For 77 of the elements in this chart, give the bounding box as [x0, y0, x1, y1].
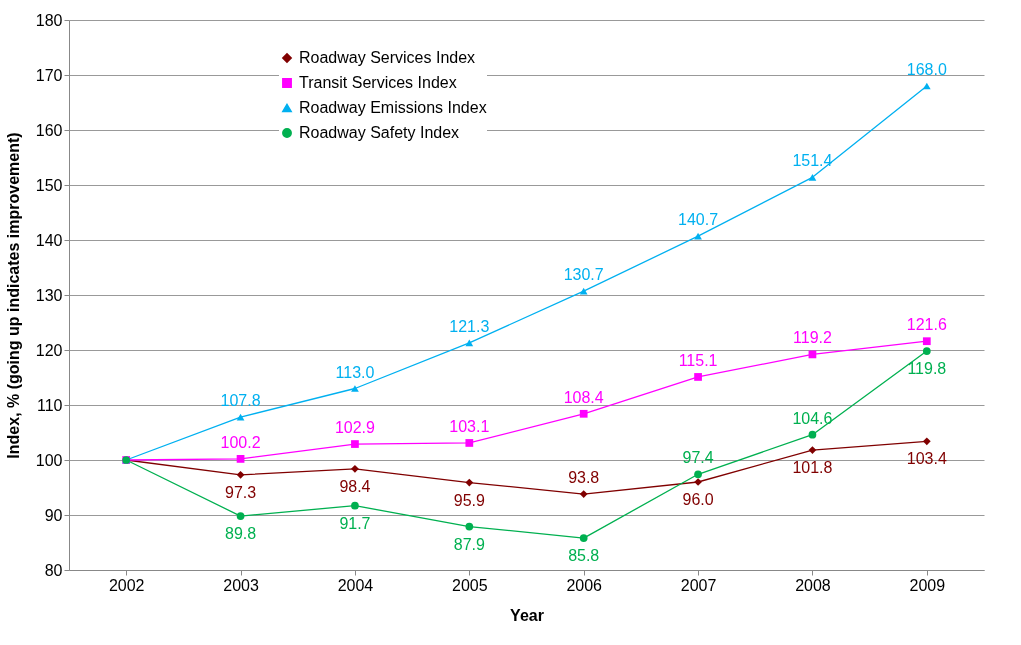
point [694, 470, 702, 479]
point [236, 512, 245, 520]
data-label: 119.8 [907, 360, 947, 378]
y-tick-label: 150 [35, 176, 63, 194]
point [351, 385, 359, 392]
y-tick-label: 170 [35, 66, 63, 84]
x-tick-label: 2005 [452, 576, 488, 594]
point [351, 501, 359, 510]
point [351, 464, 359, 473]
y-tick-label: 110 [36, 396, 63, 414]
data-label: 121.6 [906, 316, 947, 334]
y-tick-label: 180 [35, 11, 63, 29]
x-axis-title: Year [510, 606, 544, 624]
legend-label: Roadway Safety Index [299, 124, 460, 141]
point [808, 446, 817, 454]
data-label: 89.8 [224, 525, 257, 543]
legend-label: Roadway Emissions Index [299, 99, 487, 116]
data-label: 102.9 [334, 419, 376, 437]
point [465, 439, 474, 447]
data-label: 85.8 [568, 547, 600, 565]
point [351, 440, 359, 448]
point [694, 373, 702, 381]
data-label: 151.4 [792, 152, 833, 170]
x-tick-label: 2004 [337, 576, 374, 594]
point [465, 339, 474, 347]
data-label: 95.9 [453, 491, 485, 509]
legend-label: Transit Services Index [299, 74, 457, 91]
data-label: 87.9 [453, 535, 485, 553]
data-label: 98.4 [339, 477, 371, 495]
y-tick-label: 120 [35, 341, 63, 359]
data-label: 103.1 [449, 417, 490, 435]
point [808, 430, 817, 439]
point [922, 347, 931, 355]
point [579, 534, 588, 542]
point [236, 470, 245, 479]
point [465, 478, 474, 487]
y-tick-label: 140 [35, 231, 63, 249]
y-tick-label: 80 [44, 561, 63, 579]
point [808, 173, 817, 181]
data-label: 100.2 [220, 433, 261, 451]
data-label: 96.0 [682, 491, 714, 508]
x-tick-label: 2008 [795, 576, 831, 594]
point [579, 490, 588, 498]
data-label: 119.2 [793, 329, 832, 347]
data-label: 113.0 [335, 363, 375, 381]
x-tick-label: 2003 [223, 576, 259, 594]
point [922, 437, 931, 446]
data-label: 97.3 [224, 483, 257, 501]
point [694, 232, 702, 240]
x-tick-label: 2002 [108, 576, 145, 594]
data-label: 115.1 [678, 351, 718, 369]
x-tick-label: 2007 [680, 576, 717, 594]
data-label: 107.8 [220, 392, 261, 410]
data-label: 140.7 [678, 211, 719, 229]
data-label: 97.4 [682, 449, 714, 467]
point [922, 337, 931, 346]
data-label: 121.3 [449, 317, 490, 335]
data-label: 168.0 [906, 61, 947, 78]
y-tick-label: 100 [35, 451, 63, 469]
data-label: 101.8 [792, 459, 833, 477]
point [236, 455, 245, 463]
legend-label: Roadway Services Index [299, 49, 476, 66]
y-tick-label: 160 [35, 121, 63, 139]
y-tick-label: 90 [44, 506, 63, 524]
data-label: 103.4 [906, 450, 947, 468]
point [465, 522, 474, 531]
point [579, 409, 588, 418]
data-label: 108.4 [563, 388, 604, 406]
x-tick-label: 2006 [566, 576, 603, 594]
data-label: 91.7 [339, 514, 371, 532]
data-label: 93.8 [568, 469, 600, 487]
y-axis-title: Index, % (going up indicates improvement) [4, 132, 22, 459]
data-label: 104.6 [792, 409, 833, 427]
point [579, 287, 588, 295]
y-tick-label: 130 [35, 286, 63, 304]
x-tick-label: 2009 [909, 576, 946, 594]
data-label: 130.7 [563, 266, 604, 284]
